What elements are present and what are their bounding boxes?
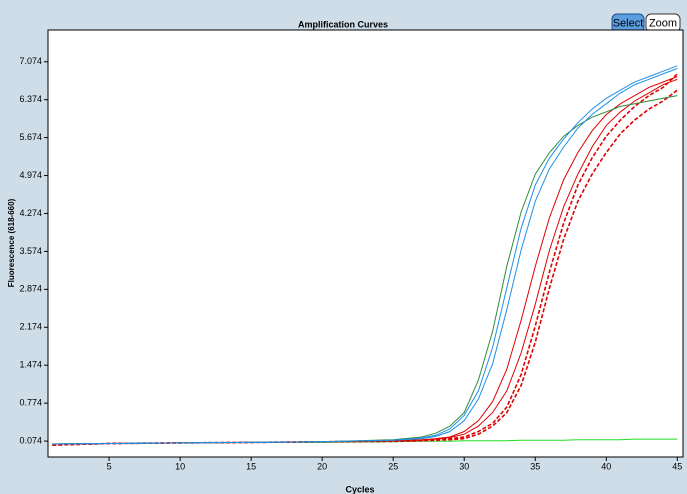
y-tick-label: 5.674 [19, 132, 42, 142]
plot-area [47, 29, 684, 458]
y-tick-label: 6.374 [19, 94, 42, 104]
y-tick-label: 2.874 [19, 284, 42, 294]
x-tick-label: 20 [317, 461, 327, 471]
y-tick-label: 4.274 [19, 208, 42, 218]
curve [52, 438, 678, 445]
select-button-label[interactable]: Select [613, 17, 644, 29]
y-tick-label: 0.774 [19, 398, 42, 408]
y-tick-label: 3.574 [19, 246, 42, 256]
x-tick-label: 10 [175, 461, 185, 471]
x-tick-label: 35 [530, 461, 540, 471]
x-tick-label: 40 [601, 461, 611, 471]
y-tick-label: 4.974 [19, 170, 42, 180]
curve [52, 65, 678, 445]
y-tick-label: 0.074 [19, 435, 42, 445]
select-button[interactable]: Select [611, 13, 645, 33]
x-tick-label: 45 [672, 461, 682, 471]
zoom-button[interactable]: Zoom [645, 13, 681, 33]
chart-title: Amplification Curves [298, 19, 388, 29]
y-tick-label: 1.474 [19, 360, 42, 370]
x-axis-label: Cycles [345, 484, 374, 494]
y-tick-label: 2.174 [19, 322, 42, 332]
y-axis-label: Fluorescence (618-660) [7, 198, 16, 287]
x-tick-label: 5 [107, 461, 112, 471]
curve [52, 73, 678, 446]
zoom-button-label[interactable]: Zoom [649, 17, 677, 29]
x-tick-label: 30 [459, 461, 469, 471]
curve [52, 89, 678, 446]
y-tick-label: 7.074 [19, 56, 42, 66]
x-tick-label: 15 [246, 461, 256, 471]
x-tick-label: 25 [388, 461, 398, 471]
